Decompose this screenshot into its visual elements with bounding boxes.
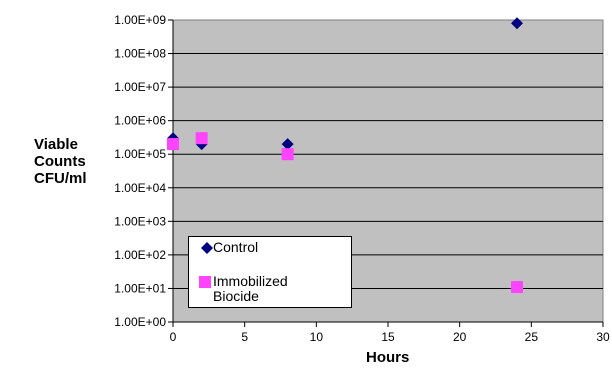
y-tick-label-7: 1.00E+07 — [114, 80, 166, 94]
y-axis-label-line-3: CFU/ml — [34, 170, 87, 187]
y-tick-label-3: 1.00E+03 — [114, 214, 166, 228]
y-tick-label-6: 1.00E+06 — [114, 114, 166, 128]
x-tick-label-6: 30 — [596, 330, 610, 344]
legend: Control Immobilized Biocide — [188, 236, 352, 308]
y-tick-label-5: 1.00E+05 — [114, 147, 166, 161]
point-control-3 — [511, 17, 523, 30]
point-immobilized-biocide-0 — [167, 138, 179, 151]
y-tick-label-4: 1.00E+04 — [114, 181, 166, 195]
y-tick-label-9: 1.00E+09 — [114, 13, 166, 27]
point-immobilized-biocide-2 — [281, 148, 294, 161]
point-immobilized-biocide-3 — [511, 281, 523, 294]
y-tick-labels: 1.00E+00 1.00E+01 1.00E+02 1.00E+03 1.00E+04… — [114, 13, 166, 329]
y-axis-label-line-1: Viable — [34, 136, 78, 153]
x-axis-label: Hours — [366, 349, 410, 366]
axes — [168, 19, 604, 327]
point-immobilized-biocide-1 — [195, 132, 208, 145]
legend-diamond-marker — [201, 242, 213, 254]
y-tick-label-0: 1.00E+00 — [114, 315, 166, 329]
legend-label-control: Control — [213, 239, 259, 255]
x-tick-label-3: 15 — [381, 330, 395, 344]
legend-label-biocide-line-2: Biocide — [213, 288, 259, 304]
legend-square-marker — [199, 276, 211, 288]
x-tick-label-2: 10 — [310, 330, 324, 344]
x-tick-label-1: 5 — [241, 330, 248, 344]
y-axis-label-line-2: Counts — [34, 153, 86, 170]
point-control-2 — [281, 138, 294, 151]
x-tick-labels: 0 5 10 15 20 25 30 — [170, 330, 610, 344]
y-tick-label-2: 1.00E+02 — [114, 248, 166, 262]
x-tick-label-5: 25 — [525, 330, 539, 344]
y-tick-label-1: 1.00E+01 — [114, 281, 166, 295]
data-points — [167, 17, 523, 294]
legend-label-biocide-line-1: Immobilized — [213, 273, 288, 289]
x-tick-label-4: 20 — [453, 330, 467, 344]
y-tick-label-8: 1.00E+08 — [114, 47, 166, 61]
x-tick-label-0: 0 — [170, 330, 177, 344]
